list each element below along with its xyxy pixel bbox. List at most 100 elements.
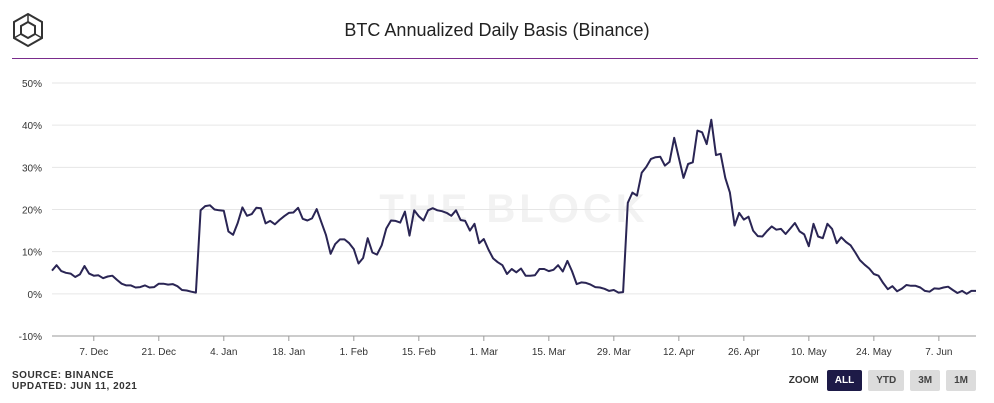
data-point xyxy=(274,224,275,225)
data-point xyxy=(530,275,531,276)
data-point xyxy=(284,216,285,217)
data-point xyxy=(116,279,117,280)
data-point xyxy=(107,276,108,277)
data-point xyxy=(855,252,856,253)
zoom-3m-button[interactable]: 3M xyxy=(910,370,941,391)
x-tick-label: 7. Dec xyxy=(79,347,108,358)
data-point xyxy=(130,285,131,286)
zoom-1m-button[interactable]: 1M xyxy=(946,370,976,391)
y-tick-label: 30% xyxy=(22,163,42,174)
data-point xyxy=(711,119,712,120)
data-point xyxy=(516,272,517,273)
data-point xyxy=(404,211,405,212)
x-tick-label: 15. Mar xyxy=(532,347,567,358)
data-point xyxy=(89,273,90,274)
data-point xyxy=(237,222,238,223)
data-point xyxy=(465,220,466,221)
data-point xyxy=(84,265,85,266)
data-point xyxy=(934,288,935,289)
data-point xyxy=(683,177,684,178)
data-point xyxy=(650,158,651,159)
data-point xyxy=(948,286,949,287)
data-point xyxy=(613,289,614,290)
data-point xyxy=(144,285,145,286)
data-point xyxy=(395,220,396,221)
data-point xyxy=(660,156,661,157)
data-point xyxy=(191,291,192,292)
zoom-controls: ZOOM ALL YTD 3M 1M xyxy=(789,370,976,391)
data-point xyxy=(260,208,261,209)
data-point xyxy=(112,275,113,276)
updated-text: UPDATED: JUN 11, 2021 xyxy=(12,381,138,392)
data-point xyxy=(957,292,958,293)
zoom-label: ZOOM xyxy=(788,375,819,386)
data-point xyxy=(859,260,860,261)
data-point xyxy=(358,263,359,264)
y-tick-label: 10% xyxy=(22,248,42,259)
x-tick-label: 12. Apr xyxy=(663,347,695,358)
data-point xyxy=(149,287,150,288)
data-point xyxy=(748,216,749,217)
x-tick-label: 18. Jan xyxy=(272,347,305,358)
data-point xyxy=(353,249,354,250)
data-point xyxy=(302,218,303,219)
data-point xyxy=(966,293,967,294)
data-point xyxy=(163,283,164,284)
data-point xyxy=(339,239,340,240)
data-point xyxy=(279,219,280,220)
data-point xyxy=(520,268,521,269)
data-point xyxy=(674,137,675,138)
data-point xyxy=(901,288,902,289)
data-point xyxy=(493,258,494,259)
data-point xyxy=(943,287,944,288)
data-point xyxy=(892,286,893,287)
data-point xyxy=(599,287,600,288)
data-point xyxy=(126,285,127,286)
data-point xyxy=(65,272,66,273)
data-point xyxy=(906,284,907,285)
data-point xyxy=(246,215,247,216)
data-point xyxy=(534,275,535,276)
data-point xyxy=(177,286,178,287)
data-point xyxy=(636,195,637,196)
data-point xyxy=(251,214,252,215)
data-point xyxy=(70,273,71,274)
data-point xyxy=(316,209,317,210)
data-point xyxy=(386,228,387,229)
data-point xyxy=(168,284,169,285)
data-point xyxy=(228,231,229,232)
data-point xyxy=(460,219,461,220)
data-point xyxy=(757,236,758,237)
zoom-all-button[interactable]: ALL xyxy=(826,370,863,391)
data-point xyxy=(223,210,224,211)
data-point xyxy=(103,278,104,279)
data-point xyxy=(414,210,415,211)
the-block-logo-icon xyxy=(13,12,43,48)
data-point xyxy=(952,289,953,290)
data-point xyxy=(697,130,698,131)
data-point xyxy=(609,290,610,291)
data-point xyxy=(544,268,545,269)
data-point xyxy=(897,291,898,292)
data-point xyxy=(502,265,503,266)
data-point xyxy=(887,289,888,290)
data-point xyxy=(423,220,424,221)
data-point xyxy=(785,233,786,234)
data-point xyxy=(585,282,586,283)
data-point xyxy=(172,284,173,285)
data-point xyxy=(725,177,726,178)
x-tick-label: 15. Feb xyxy=(402,347,436,358)
data-point xyxy=(349,243,350,244)
data-point xyxy=(195,292,196,293)
data-point xyxy=(827,223,828,224)
x-tick-label: 29. Mar xyxy=(597,347,632,358)
source-text: SOURCE: BINANCE xyxy=(12,370,114,381)
data-point xyxy=(288,212,289,213)
title-divider xyxy=(12,58,978,59)
y-tick-label: 0% xyxy=(28,290,43,301)
zoom-ytd-button[interactable]: YTD xyxy=(868,370,905,391)
data-point xyxy=(93,275,94,276)
data-point xyxy=(915,285,916,286)
x-tick-label: 4. Jan xyxy=(210,347,237,358)
